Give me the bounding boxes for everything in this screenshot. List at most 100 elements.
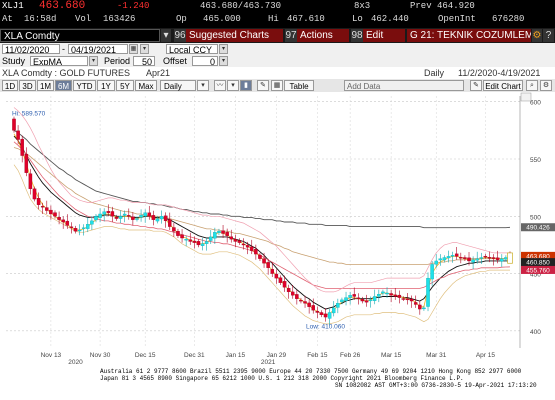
candle-body	[295, 294, 299, 299]
title-dropdown[interactable]: ▾	[161, 29, 171, 42]
settings-gear-icon[interactable]: ⚙	[532, 29, 542, 42]
candle-body	[450, 255, 455, 257]
x-year-label: 2020	[68, 359, 83, 366]
x-tick-label: Feb 26	[340, 352, 361, 359]
candle-body	[270, 269, 274, 274]
prev-value: 464.920	[437, 1, 475, 11]
candle-body	[188, 239, 193, 242]
news-headline[interactable]: G 21: TEKNIK COZUMLEM...	[407, 29, 531, 42]
open-interest-value: 676280	[492, 14, 525, 24]
price-tag-bg	[521, 258, 555, 267]
change-value: -1.240	[117, 1, 150, 11]
draw-tools-icon[interactable]: ✎	[257, 80, 269, 91]
low-label: Lo	[352, 14, 363, 24]
table-button[interactable]: Table	[284, 80, 314, 91]
candle-body	[389, 293, 393, 296]
candle-body	[155, 218, 160, 222]
security-title[interactable]: XLA Comdty	[0, 29, 160, 42]
x-tick-label: Mar 15	[381, 352, 402, 359]
tab-1d[interactable]: 1D	[2, 80, 18, 91]
table-icon[interactable]: ▦	[271, 80, 283, 91]
price-tag-label: 460.850	[526, 260, 550, 267]
candle-body	[200, 243, 205, 246]
indicator-bb-upper	[13, 107, 510, 293]
suggested-charts-button[interactable]: Suggested Charts	[186, 29, 283, 42]
edit-chart-button[interactable]: Edit Chart	[483, 80, 523, 91]
candle-body	[454, 253, 459, 257]
candle-body	[282, 281, 287, 288]
candlestick-series	[12, 116, 513, 326]
candle-body	[397, 294, 402, 298]
period-input[interactable]: 50	[133, 56, 155, 66]
candle-body	[459, 257, 463, 259]
candle-body	[405, 298, 410, 301]
study-dropdown-icon[interactable]: ▾	[89, 56, 98, 66]
date-dropdown-icon[interactable]: ▾	[140, 44, 149, 54]
x-tick-label: Mar 31	[426, 352, 447, 359]
indicator-ema-tan	[13, 147, 510, 265]
add-data-input[interactable]: Add Data	[344, 80, 464, 91]
candle-body	[385, 292, 389, 295]
candle-body	[377, 294, 381, 297]
candle-body	[81, 227, 86, 229]
candle-body	[401, 298, 406, 300]
candle-body	[413, 302, 418, 305]
tab-1y[interactable]: 1Y	[97, 80, 115, 91]
candle-body	[500, 258, 504, 262]
tab-3d[interactable]: 3D	[19, 80, 36, 91]
tab-ytd[interactable]: YTD	[73, 80, 96, 91]
chart-type-dropdown-icon[interactable]: ▾	[227, 80, 239, 91]
study-row: Study ExpMA ▾ Period 50 Offset 0 ▾	[0, 55, 555, 67]
start-date-input[interactable]: 11/02/2020	[2, 44, 60, 54]
candle-body	[61, 219, 65, 223]
currency-dropdown-icon[interactable]: ▾	[219, 44, 228, 54]
suggested-charts-number[interactable]: 96	[174, 29, 186, 42]
price-chart[interactable]: 400 450 500 550 600 Nov 13 Nov 30 Dec 15 Dec 31 J…	[0, 92, 555, 366]
candle-body	[90, 220, 94, 225]
candle-body	[98, 213, 102, 218]
study-select[interactable]: ExpMA	[30, 56, 88, 66]
offset-input[interactable]: 0	[192, 56, 218, 66]
actions-menu-button[interactable]: Actions	[297, 29, 349, 42]
candle-body	[278, 277, 283, 283]
currency-select[interactable]: Local CCY	[166, 44, 218, 54]
candle-body	[12, 118, 16, 131]
candle-body	[311, 305, 315, 311]
line-chart-icon[interactable]: 〰	[214, 80, 226, 91]
period-dropdown-icon[interactable]: ▾	[197, 80, 209, 91]
candlestick-icon[interactable]: ▮	[240, 80, 252, 91]
candle-body	[344, 297, 348, 301]
candle-body	[28, 173, 33, 189]
edit-menu-button[interactable]: Edit	[363, 29, 405, 42]
chart-settings-icon[interactable]: ⚙	[540, 80, 552, 91]
offset-dropdown-icon[interactable]: ▾	[219, 56, 228, 66]
actions-number[interactable]: 97	[285, 29, 297, 42]
last-candle-highlight	[507, 252, 513, 264]
candle-body	[176, 231, 180, 236]
y-tick-label: 550	[530, 157, 541, 164]
tab-5y[interactable]: 5Y	[116, 80, 134, 91]
candle-body	[237, 240, 242, 243]
y-tick-label: 400	[530, 329, 541, 336]
y-tick-label: 600	[530, 100, 541, 107]
candle-body	[213, 232, 217, 239]
candle-body	[426, 277, 430, 307]
help-question-icon[interactable]: ?	[543, 29, 554, 42]
candle-body	[151, 215, 156, 220]
edit-number[interactable]: 98	[351, 29, 363, 42]
tab-1m[interactable]: 1M	[37, 80, 54, 91]
zoom-icon[interactable]: ⌕	[526, 80, 538, 91]
calendar-icon[interactable]: ▦	[129, 44, 138, 54]
pencil-edit-icon[interactable]: ✎	[470, 80, 482, 91]
period-select[interactable]: Daily	[160, 80, 196, 91]
candle-body	[463, 257, 467, 259]
candle-body	[360, 299, 365, 302]
chart-drag-handle-icon[interactable]	[520, 92, 532, 102]
tab-6m[interactable]: 6M	[55, 80, 72, 91]
candle-body	[352, 294, 356, 297]
y-tick-label: 450	[530, 272, 541, 279]
candle-body	[491, 257, 496, 259]
end-date-input[interactable]: 04/19/2021	[68, 44, 128, 54]
candle-body	[241, 243, 246, 246]
tab-max[interactable]: Max	[135, 80, 157, 91]
